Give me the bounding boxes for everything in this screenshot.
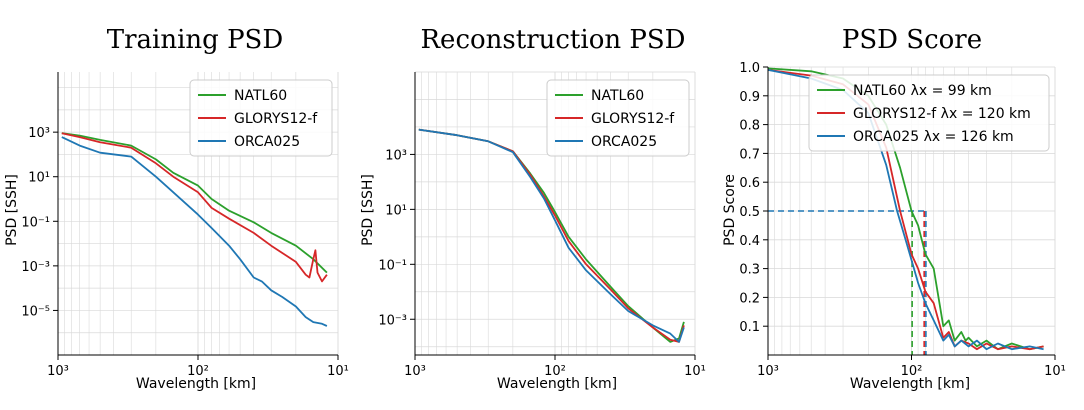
y-axis-label: PSD [SSH]	[4, 174, 20, 246]
series-line-natl60	[61, 132, 328, 274]
psd-score-chart: PSD Score 10³ 10² 10¹ 0.1 0.2 0.3 0.4 0.5 0.6 0.7…	[722, 25, 1066, 392]
x-tick-label: 10²	[901, 364, 923, 379]
series-line-orca025	[61, 136, 328, 327]
y-tick-label: 1.0	[739, 61, 760, 76]
legend-label: GLORYS12-f	[591, 111, 675, 127]
y-tick-label: 0.9	[739, 90, 760, 105]
y-tick-label: 0.8	[739, 119, 760, 134]
series-layer	[61, 132, 328, 327]
y-tick-label: 0.7	[739, 147, 760, 162]
x-tick-label: 10³	[404, 364, 426, 379]
legend: NATL60 GLORYS12-f ORCA025	[189, 79, 333, 157]
axes	[410, 72, 696, 360]
legend-label: NATL60	[234, 88, 287, 104]
y-tick-label: 10¹	[28, 171, 50, 186]
y-tick-label: 0.3	[739, 263, 760, 278]
x-tick-label: 10¹	[684, 364, 706, 379]
y-tick-label: 10⁻¹	[378, 258, 407, 273]
series-line-natl60	[418, 128, 685, 343]
series-line-glorys12-f	[418, 128, 685, 343]
legend-label: GLORYS12-f	[234, 111, 318, 127]
legend-label: NATL60 λx = 99 km	[853, 83, 992, 99]
y-tick-label: 10³	[28, 126, 50, 141]
series-layer	[418, 128, 685, 343]
chart-title: PSD Score	[842, 25, 982, 55]
y-tick-label: 10¹	[385, 203, 407, 218]
x-axis-label: Wavelength [km]	[850, 376, 970, 392]
y-tick-label: 0.2	[739, 291, 760, 306]
legend: NATL60 λx = 99 km GLORYS12-f λx = 120 km O…	[808, 74, 1050, 152]
y-tick-label: 0.6	[739, 176, 760, 191]
legend-box	[546, 79, 690, 157]
axes	[53, 72, 339, 360]
x-tick-label: 10²	[544, 364, 566, 379]
y-tick-label: 0.5	[739, 205, 760, 220]
legend-label: ORCA025	[234, 134, 300, 150]
tick-labels: 10³ 10² 10¹ 10³ 10¹ 10⁻¹ 10⁻³ 10⁻⁵	[21, 126, 349, 379]
legend: NATL60 GLORYS12-f ORCA025	[546, 79, 690, 157]
y-tick-label: 0.4	[739, 234, 760, 249]
y-tick-label: 10⁻³	[378, 313, 407, 328]
y-tick-label: 0.1	[739, 320, 760, 335]
series-line-glorys12-f	[61, 132, 328, 283]
legend-label: ORCA025 λx = 126 km	[853, 129, 1014, 145]
tick-labels: 10³ 10² 10¹ 10³ 10¹ 10⁻¹ 10⁻³	[378, 148, 706, 379]
legend-label: NATL60	[591, 88, 644, 104]
y-tick-label: 10³	[385, 148, 407, 163]
x-tick-label: 10²	[187, 364, 209, 379]
y-tick-label: 10⁻⁵	[21, 304, 50, 319]
y-tick-label: 10⁻¹	[21, 215, 50, 230]
series-line-orca025	[418, 128, 685, 343]
x-tick-label: 10¹	[1044, 364, 1066, 379]
chart-title: Reconstruction PSD	[420, 25, 685, 55]
chart-title: Training PSD	[107, 25, 283, 55]
x-tick-label: 10³	[47, 364, 69, 379]
tick-labels: 10³ 10² 10¹ 0.1 0.2 0.3 0.4 0.5 0.6 0.7 0.8 0.9 1.0	[739, 61, 1066, 379]
legend-label: ORCA025	[591, 134, 657, 150]
y-axis-label: PSD [SSH]	[360, 174, 376, 246]
x-tick-label: 10¹	[327, 364, 349, 379]
legend-box	[189, 79, 333, 157]
legend-box	[808, 74, 1050, 152]
legend-label: GLORYS12-f λx = 120 km	[853, 106, 1031, 122]
training-psd-chart: Training PSD 10³ 10² 10¹ 10³ 10¹ 10⁻¹ 10⁻³ 10⁻⁵…	[4, 25, 349, 392]
x-tick-label: 10³	[757, 364, 779, 379]
reconstruction-psd-chart: Reconstruction PSD 10³ 10² 10¹10³10¹10⁻¹10…	[360, 25, 706, 392]
x-axis-label: Wavelength [km]	[497, 376, 617, 392]
x-axis-label: Wavelength [km]	[136, 376, 256, 392]
y-tick-label: 10⁻³	[21, 260, 50, 275]
axes	[763, 66, 1056, 360]
y-axis-label: PSD Score	[722, 174, 738, 246]
